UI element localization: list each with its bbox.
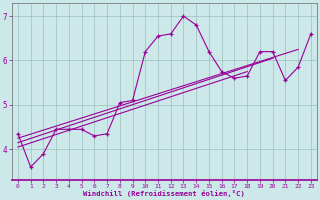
X-axis label: Windchill (Refroidissement éolien,°C): Windchill (Refroidissement éolien,°C) bbox=[84, 190, 245, 197]
